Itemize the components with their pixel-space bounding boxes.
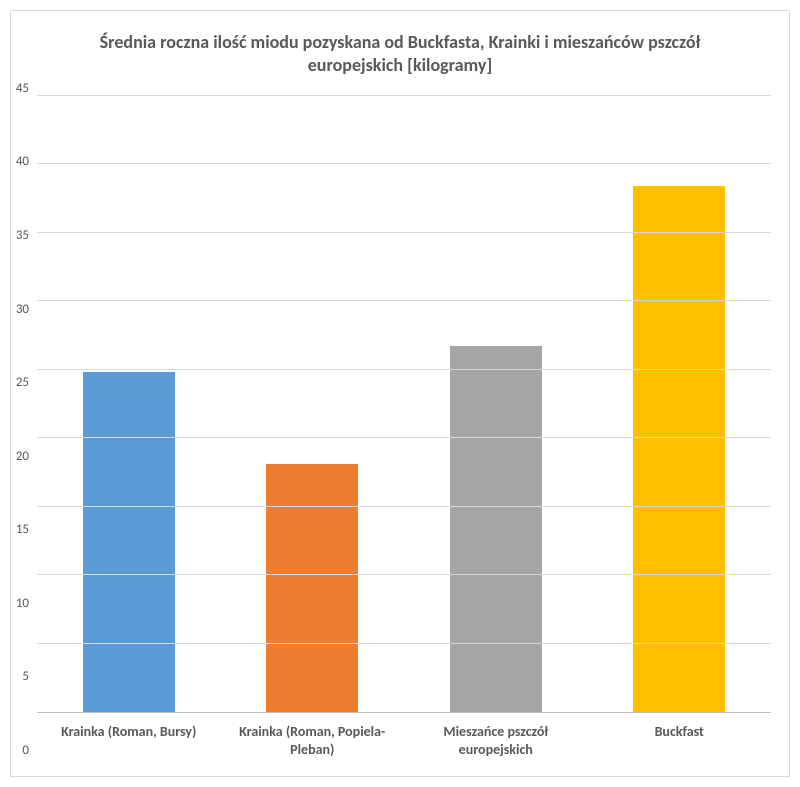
- y-axis: 454035302520151050: [29, 96, 37, 758]
- bar-slot: [37, 96, 221, 712]
- bar-slot: [588, 96, 772, 712]
- bar-slot: [221, 96, 405, 712]
- bar: [266, 464, 358, 712]
- gridline: [37, 437, 771, 438]
- gridline: [37, 232, 771, 233]
- bars-group: [37, 96, 771, 712]
- x-axis-label: Krainka (Roman, Bursy): [37, 723, 221, 758]
- chart-title: Średnia roczna ilość miodu pozyskana od …: [29, 23, 771, 96]
- plot-area: [37, 96, 771, 713]
- gridline: [37, 574, 771, 575]
- plot-and-x: Krainka (Roman, Bursy)Krainka (Roman, Po…: [37, 96, 771, 758]
- bar: [450, 346, 542, 712]
- bar: [633, 186, 725, 712]
- x-axis: Krainka (Roman, Bursy)Krainka (Roman, Po…: [37, 713, 771, 758]
- chart-container: Średnia roczna ilość miodu pozyskana od …: [10, 10, 790, 777]
- gridline: [37, 369, 771, 370]
- gridline: [37, 643, 771, 644]
- x-axis-label: Krainka (Roman, Popiela-Pleban): [221, 723, 405, 758]
- gridline: [37, 95, 771, 96]
- gridline: [37, 300, 771, 301]
- plot-wrapper: 454035302520151050 Krainka (Roman, Bursy…: [29, 96, 771, 758]
- gridline: [37, 506, 771, 507]
- gridline: [37, 163, 771, 164]
- bar: [83, 372, 175, 712]
- bar-slot: [404, 96, 588, 712]
- x-axis-label: Buckfast: [588, 723, 772, 758]
- x-axis-label: Mieszańce pszczół europejskich: [404, 723, 588, 758]
